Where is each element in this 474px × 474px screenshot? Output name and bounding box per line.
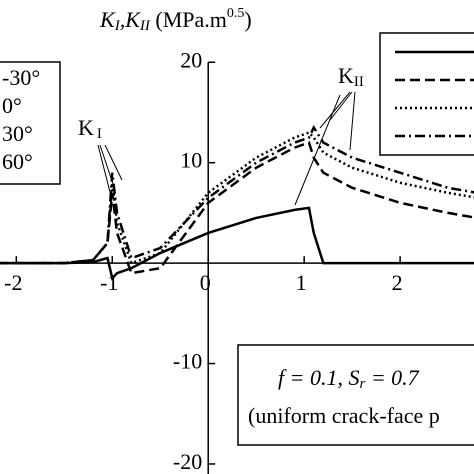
x-tick-label: -2: [4, 270, 22, 295]
legend-label: -30°: [2, 65, 40, 90]
legend-label: 60°: [2, 149, 33, 174]
title: KI,KII (MPa.m0.5): [99, 6, 252, 34]
x-tick-label: 1: [296, 270, 307, 295]
series-line: [0, 124, 474, 265]
y-tick-label: 10: [180, 148, 202, 173]
legend-box-right: [379, 32, 474, 156]
x-tick-label: 2: [392, 270, 403, 295]
y-tick-label: -20: [173, 449, 202, 474]
k2-label: KII: [338, 63, 364, 90]
arrows: [97, 91, 356, 206]
series-line: [0, 140, 474, 275]
note-text: (uniform crack-face p: [248, 403, 440, 428]
param-box: [237, 344, 474, 446]
param-text: f = 0.1, Sr = 0.7: [278, 365, 420, 392]
legend-label: 0°: [2, 93, 22, 118]
y-tick-label: -10: [173, 349, 202, 374]
legend-label: 30°: [2, 121, 33, 146]
y-tick-label: 20: [180, 47, 202, 72]
x-tick-label: 0: [200, 270, 211, 295]
series-line: [0, 206, 474, 281]
legend-box-left: [0, 61, 61, 185]
